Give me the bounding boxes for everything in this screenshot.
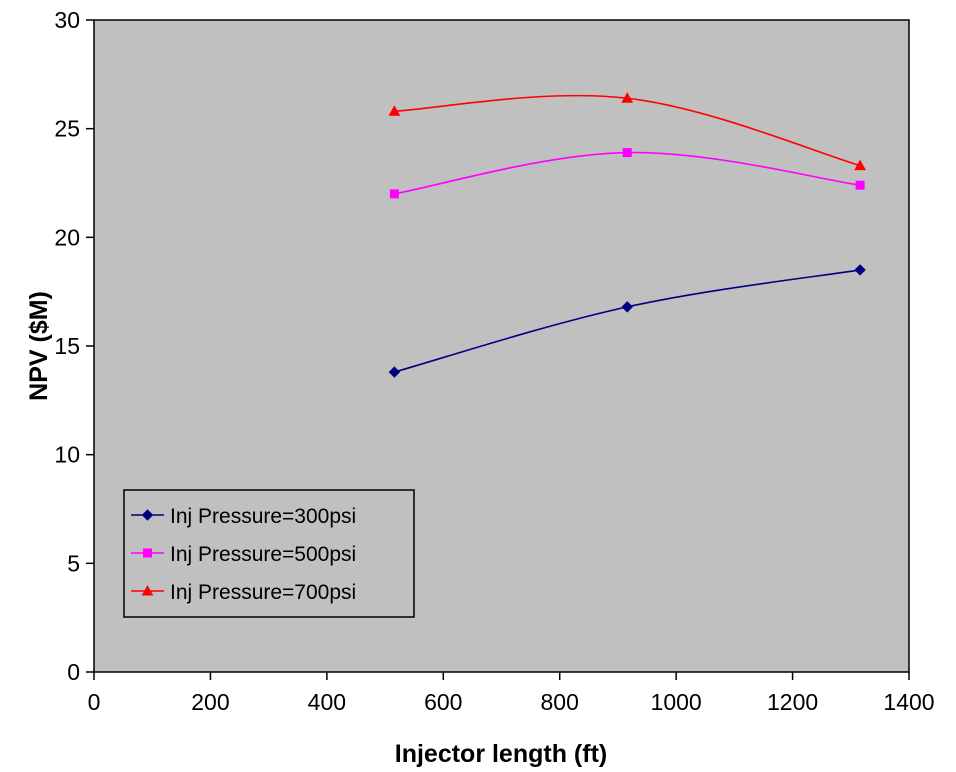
y-axis: 0 5 10 15 20 25 30: [54, 7, 94, 685]
y-tick-label: 5: [67, 550, 80, 576]
x-tick-label: 1000: [651, 689, 702, 715]
data-point: [621, 301, 633, 313]
y-axis-title: NPV ($M): [25, 291, 53, 401]
legend-marker: [141, 509, 154, 521]
x-tick-label: 1200: [767, 689, 818, 715]
y-tick-label: 0: [67, 659, 80, 685]
series-layer: [388, 92, 866, 378]
legend-label: Inj Pressure=700psi: [170, 581, 356, 604]
data-point: [854, 159, 866, 171]
series-2: [389, 148, 865, 199]
data-point: [389, 189, 399, 199]
data-point: [855, 180, 865, 190]
legend-label: Inj Pressure=300psi: [170, 505, 356, 528]
legend-box: [123, 489, 415, 618]
y-tick-label: 15: [54, 333, 80, 359]
data-point: [854, 264, 866, 276]
x-axis-title: Injector length (ft): [395, 740, 607, 768]
series-1: [388, 264, 866, 378]
x-tick-label: 0: [88, 689, 101, 715]
x-tick-label: 800: [541, 689, 579, 715]
legend-marker: [141, 584, 154, 596]
data-point: [621, 92, 634, 103]
data-point: [388, 366, 401, 378]
x-axis: 0 200 400 600 800 1000 1200 1400: [88, 672, 935, 715]
y-tick-label: 10: [54, 442, 80, 468]
legend-item: Inj Pressure=700psi: [131, 581, 356, 604]
x-tick-label: 600: [424, 689, 462, 715]
y-tick-label: 30: [54, 7, 80, 33]
x-tick-label: 400: [308, 689, 346, 715]
x-tick-label: 200: [191, 689, 229, 715]
y-tick-label: 25: [54, 116, 80, 142]
data-point: [622, 148, 632, 158]
legend: Inj Pressure=300psi Inj Pressure=500psi In…: [123, 489, 415, 618]
series-3: [388, 92, 866, 171]
y-tick-label: 20: [54, 224, 80, 250]
x-tick-label: 1400: [883, 689, 934, 715]
legend-item: Inj Pressure=500psi: [131, 543, 356, 566]
legend-marker: [143, 548, 152, 558]
legend-item: Inj Pressure=300psi: [131, 505, 356, 528]
data-point: [388, 105, 401, 116]
legend-label: Inj Pressure=500psi: [170, 543, 356, 566]
